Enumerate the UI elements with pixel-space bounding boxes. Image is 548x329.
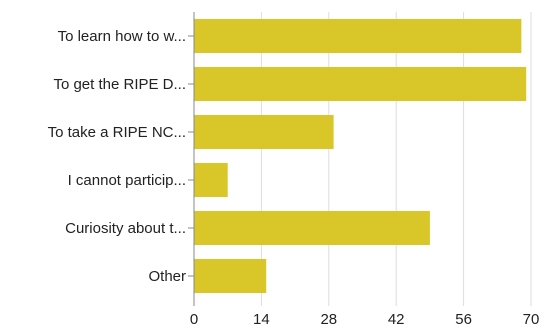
category-label: To take a RIPE NC... [48,124,186,141]
category-label: Other [148,268,186,285]
x-tick-label: 42 [388,311,405,328]
bar [194,67,527,101]
bar [194,19,522,53]
label-layer: 0 14 28 42 56 70 To learn how to w... To get th… [48,28,540,328]
x-tick-label: 70 [523,311,540,328]
x-tick-label: 28 [320,311,337,328]
category-label: To get the RIPE D... [53,76,186,93]
bar [194,211,430,245]
category-label: To learn how to w... [58,28,186,45]
category-label: I cannot particip... [68,172,186,189]
bar [194,163,228,197]
x-tick-label: 14 [253,311,270,328]
bar-layer [194,19,527,293]
bar [194,259,267,293]
x-tick-label: 0 [190,311,198,328]
bar [194,115,334,149]
category-label: Curiosity about t... [65,220,186,237]
axis-layer [188,12,195,300]
x-tick-label: 56 [455,311,472,328]
